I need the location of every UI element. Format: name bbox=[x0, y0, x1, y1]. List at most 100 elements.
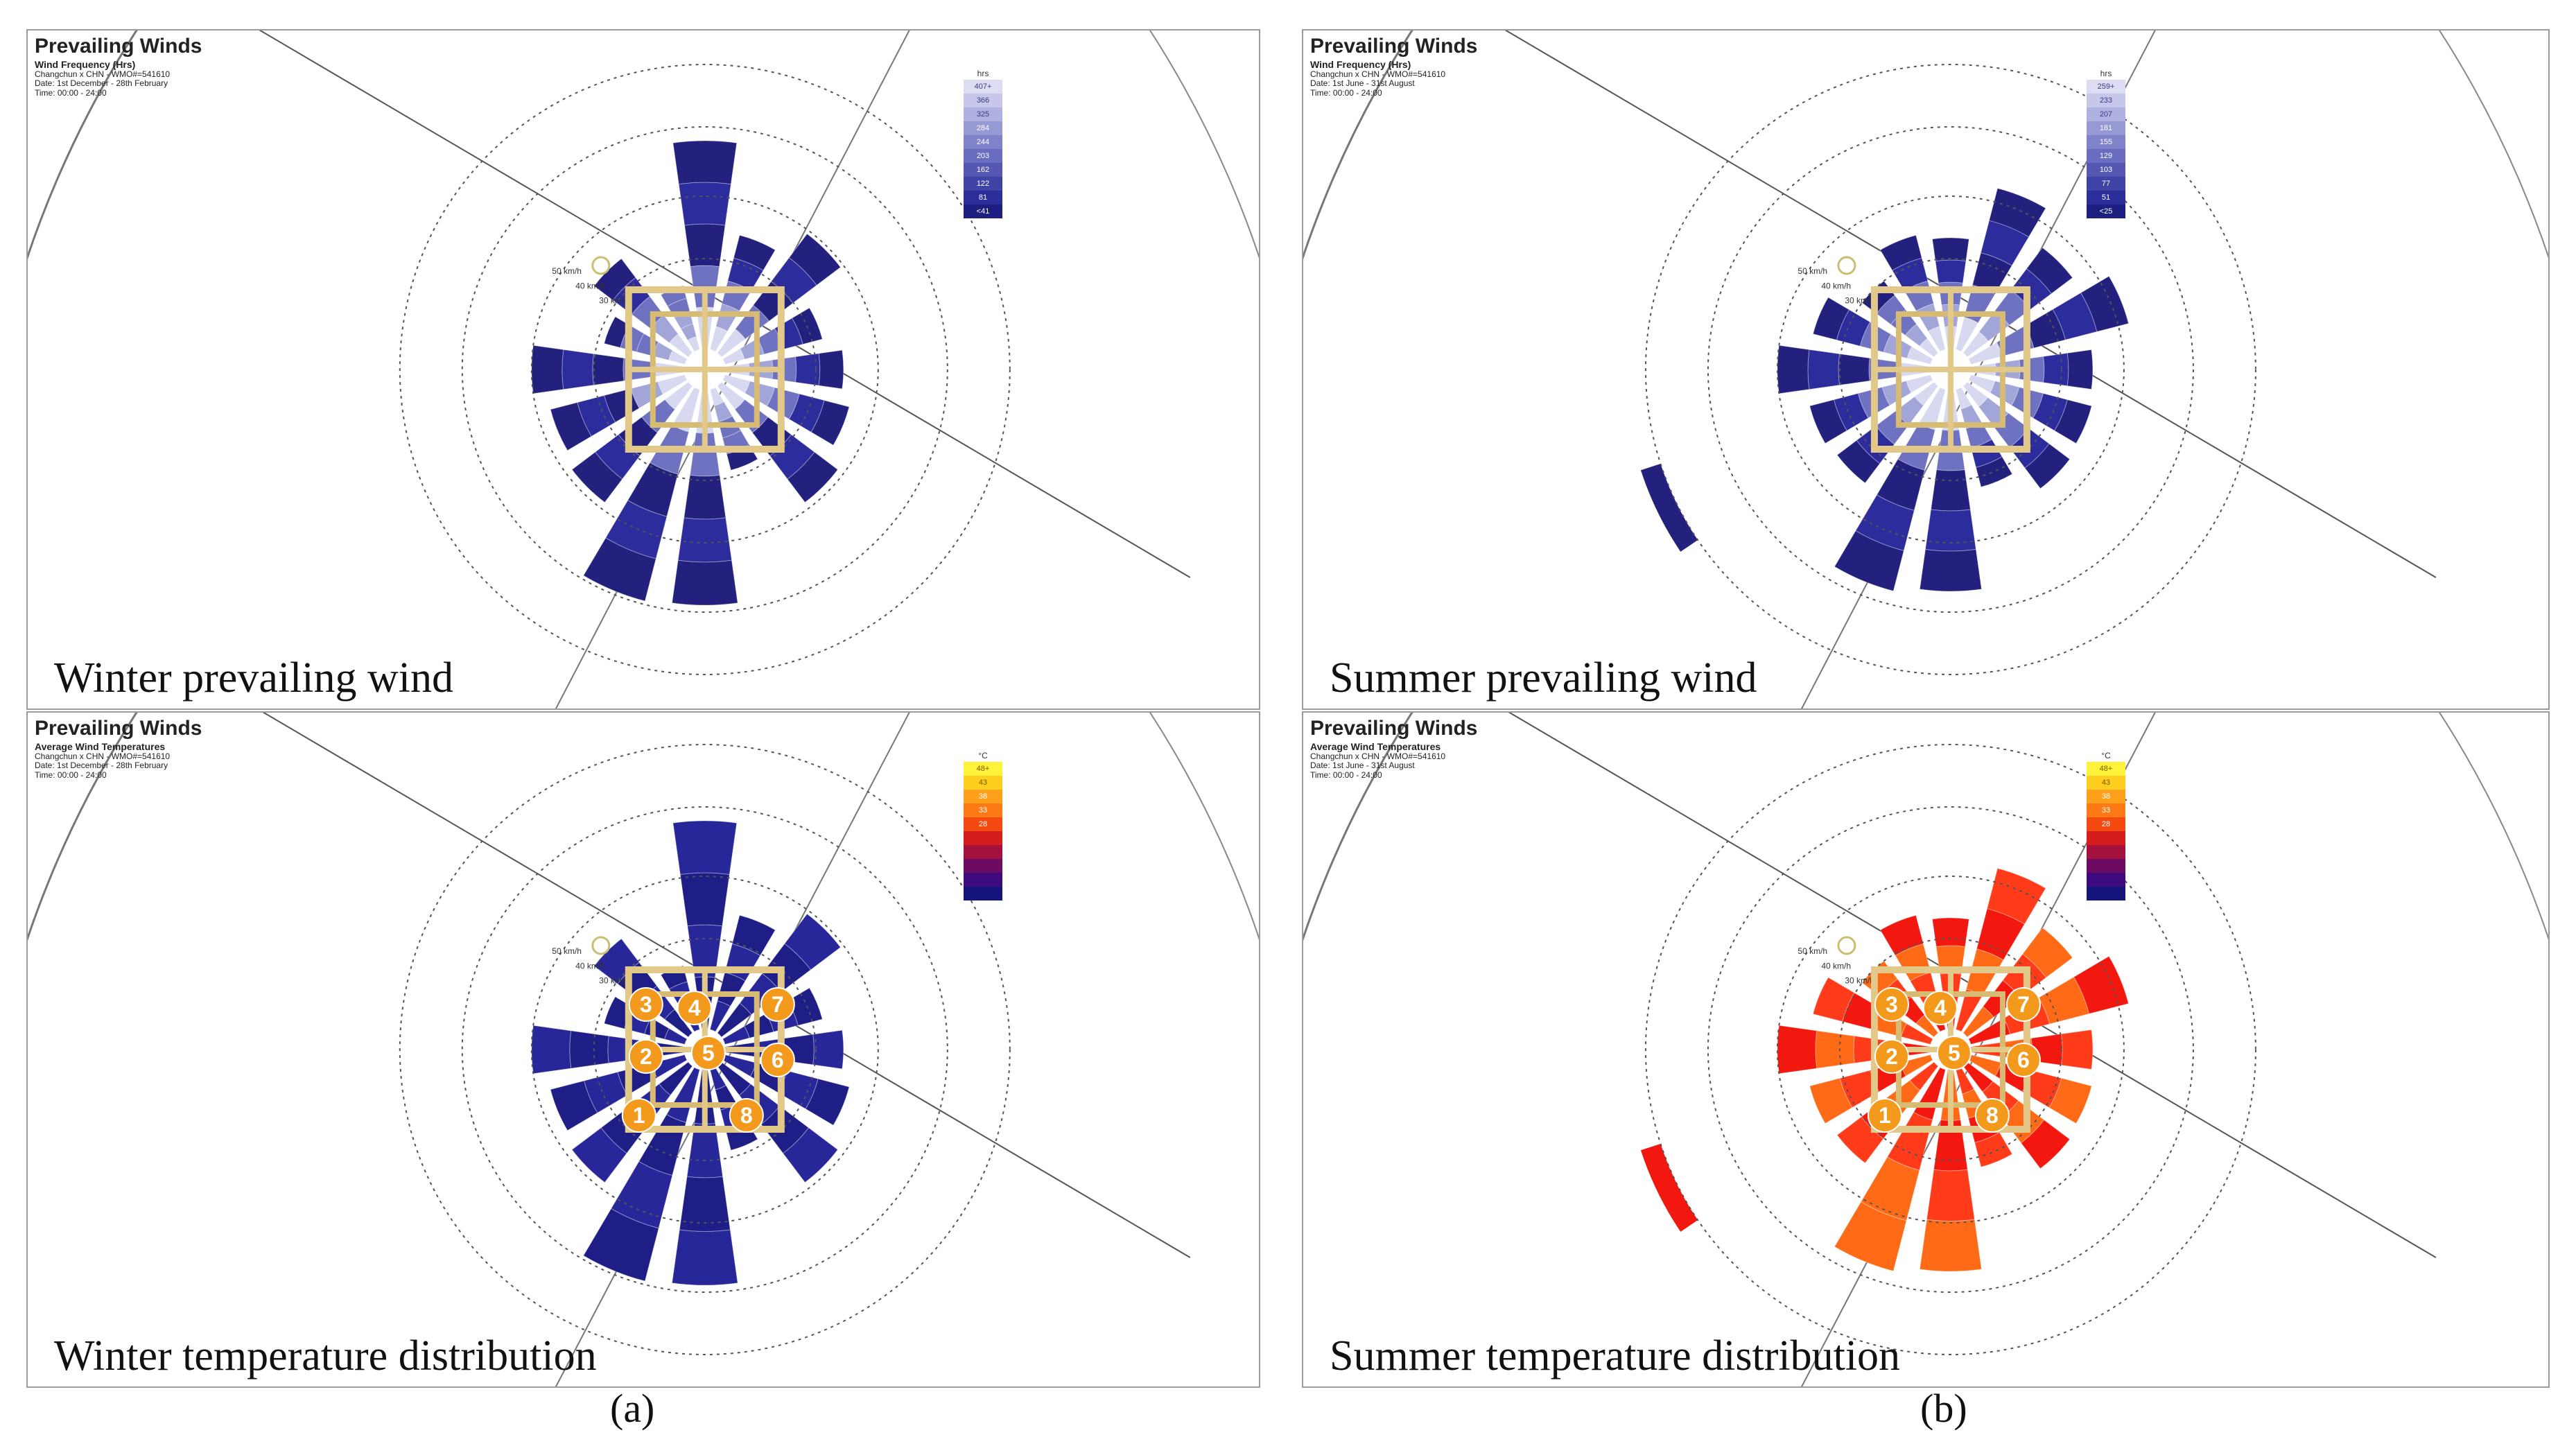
legend-swatch: 103 bbox=[2087, 163, 2125, 177]
wind-rose-segment bbox=[1963, 381, 1989, 408]
building-marker-label: 2 bbox=[640, 1044, 652, 1069]
building-marker-label: 1 bbox=[1879, 1103, 1891, 1128]
legend-swatch: 122 bbox=[964, 177, 1002, 191]
legend-swatch: 366 bbox=[964, 94, 1002, 107]
wind-rose-segment bbox=[2038, 976, 2090, 1025]
wind-rose-segment bbox=[2073, 955, 2130, 1014]
wind-rose-segment bbox=[769, 434, 815, 480]
wind-rose-segment bbox=[592, 353, 625, 386]
speed-ring bbox=[399, 744, 1011, 1355]
wind-rose-segment bbox=[1935, 259, 1967, 284]
wind-rose-segment bbox=[1963, 1006, 1994, 1038]
wind-rose-segment bbox=[1915, 303, 1940, 332]
chart-header: Prevailing Winds Wind Frequency (Hrs) Chan… bbox=[35, 35, 202, 98]
wind-rose-segment bbox=[1974, 1131, 2013, 1168]
header-location: Changchun x CHN - WMO#=541610 bbox=[35, 751, 171, 761]
building-marker-label: 8 bbox=[740, 1103, 753, 1128]
color-legend: hrs 407+ 366 325 284 244 203 162 122 81 <41 bbox=[964, 69, 1002, 218]
wind-rose: 50 km/h 40 km/h 30 km/h bbox=[1303, 31, 2548, 708]
building-marker-label: 5 bbox=[1948, 1041, 1960, 1065]
wind-rose-segment bbox=[664, 1009, 693, 1038]
header-date: Date: 1st June - 31st August bbox=[1310, 760, 1415, 771]
wind-rose-segment bbox=[787, 451, 839, 503]
wind-rose-segment bbox=[550, 1080, 598, 1131]
wind-rose-segment bbox=[2080, 275, 2130, 333]
wind-rose-segment bbox=[2033, 392, 2068, 431]
building-marker bbox=[2005, 1043, 2041, 1077]
wind-rose-segment bbox=[665, 1067, 700, 1123]
wind-rose-segment bbox=[668, 333, 693, 358]
wind-rose-segment bbox=[569, 1030, 609, 1069]
panel-caption: Winter prevailing wind bbox=[54, 654, 454, 702]
sun-path-line bbox=[1504, 31, 2437, 578]
wind-rose-segment bbox=[751, 416, 792, 457]
wind-rose-segment bbox=[1919, 338, 1939, 358]
wind-rose-segment bbox=[1909, 1061, 1939, 1091]
wind-rose-segment bbox=[760, 1105, 810, 1154]
speed-ring bbox=[530, 876, 879, 1224]
figure-label-b: (b) bbox=[1920, 1386, 1967, 1431]
wind-rose-segment bbox=[2026, 247, 2073, 295]
wind-rose-segment bbox=[1914, 381, 1939, 406]
wind-rose-segment bbox=[1777, 1025, 1818, 1074]
wind-rose-segment bbox=[1876, 295, 1906, 325]
legend-swatch: 207 bbox=[2087, 107, 2125, 121]
chart-header: Prevailing Winds Average Wind Temperature… bbox=[35, 717, 202, 781]
speed-ring bbox=[1707, 806, 2194, 1293]
building-marker bbox=[677, 991, 712, 1025]
wind-rose-segment bbox=[810, 399, 850, 446]
wind-rose-segment bbox=[709, 1000, 731, 1032]
legend-swatch: 38 bbox=[2087, 790, 2125, 803]
ring-label: 40 km/h bbox=[1821, 961, 1851, 971]
wind-rose-segment bbox=[1968, 1018, 2011, 1045]
building-complex bbox=[591, 256, 785, 453]
legend-swatch bbox=[964, 831, 1002, 845]
legend-swatch bbox=[964, 859, 1002, 873]
header-date: Date: 1st June - 31st August bbox=[1310, 78, 1415, 89]
building-marker-label: 4 bbox=[688, 995, 701, 1020]
building-marker-label: 7 bbox=[2017, 992, 2030, 1017]
outer-arc-right bbox=[2438, 31, 2548, 259]
wind-rose-segment bbox=[1836, 1116, 1884, 1164]
legend-swatch: 28 bbox=[964, 817, 1002, 831]
wind-rose-segment bbox=[1963, 331, 1989, 358]
wind-rose-segment bbox=[761, 943, 812, 993]
wind-rose-segment bbox=[687, 924, 723, 978]
wind-rose-segment bbox=[2066, 349, 2094, 390]
speed-ring bbox=[399, 64, 1011, 675]
panel-caption: Summer prevailing wind bbox=[1330, 654, 1757, 702]
wind-rose-segment bbox=[1807, 349, 1840, 390]
building-marker-label: 6 bbox=[772, 1047, 784, 1072]
ring-label: 30 km/h bbox=[599, 976, 629, 986]
wind-rose-segment bbox=[1833, 392, 1869, 431]
speed-ring bbox=[593, 938, 817, 1161]
ring-label: 40 km/h bbox=[1821, 281, 1851, 290]
wind-rose-segment bbox=[1976, 908, 2026, 961]
wind-rose: 50 km/h 40 km/h 30 km/h 1 2 3 45 6 7 8 bbox=[1303, 713, 2548, 1386]
header-time: Time: 00:00 - 24:00 bbox=[35, 88, 107, 98]
wind-rose-segment bbox=[2054, 399, 2092, 444]
wind-rose-segment bbox=[1906, 374, 1933, 394]
panel-caption: Winter temperature distribution bbox=[54, 1332, 597, 1380]
wind-rose-segment bbox=[684, 474, 726, 520]
wind-rose-segment bbox=[1640, 463, 1698, 552]
wind-rose-segment bbox=[1879, 234, 1922, 271]
legend-swatch: 81 bbox=[964, 191, 1002, 205]
wind-rose-segment bbox=[1640, 1143, 1698, 1232]
building-marker bbox=[1867, 1098, 1902, 1133]
wind-rose-segment bbox=[610, 1160, 673, 1229]
wind-rose-segment bbox=[1919, 548, 1983, 592]
building-marker bbox=[621, 1098, 656, 1133]
wind-rose-segment bbox=[1855, 494, 1915, 552]
building-marker-label: 1 bbox=[633, 1103, 645, 1128]
wind-rose: 50 km/h 40 km/h 30 km/h 1 2 3 45 6 7 8 bbox=[28, 713, 1259, 1386]
wind-rose: 50 km/h 40 km/h 30 km/h bbox=[28, 31, 1259, 708]
wind-rose-segment bbox=[722, 374, 751, 394]
ring-label: 50 km/h bbox=[552, 266, 582, 276]
wind-rose-segment bbox=[672, 820, 738, 876]
wind-rose-segment bbox=[1924, 509, 1976, 552]
building-marker bbox=[1922, 991, 1958, 1025]
building-marker bbox=[690, 1036, 726, 1070]
outer-arc-left bbox=[28, 713, 138, 941]
legend-swatch: <25 bbox=[2087, 205, 2125, 218]
